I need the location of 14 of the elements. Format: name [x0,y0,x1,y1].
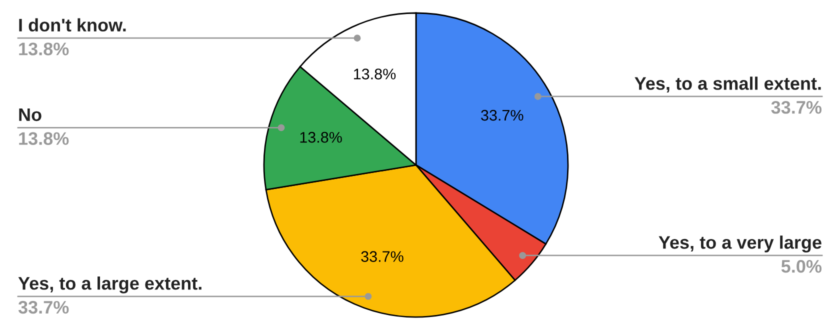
slice-label: Yes, to a very large [658,236,822,252]
slice-label: I don't know. [19,18,126,32]
text: 33.7% [361,251,404,262]
data-label: 33.7% [18,300,69,314]
slice-label: Yes, to a large extent. [18,276,202,294]
slice-label: Yes, to a small extent. [634,76,821,93]
text: 33.7% [481,110,524,121]
data-label: 13.8% [19,42,69,56]
data-label: 13.8% [19,132,69,145]
text: 13.8% [354,68,396,80]
slice-label: No [19,108,42,122]
text: 13.8% [300,132,342,143]
data-label: 33.7% [771,100,822,114]
data-label: 5.0% [781,260,822,273]
